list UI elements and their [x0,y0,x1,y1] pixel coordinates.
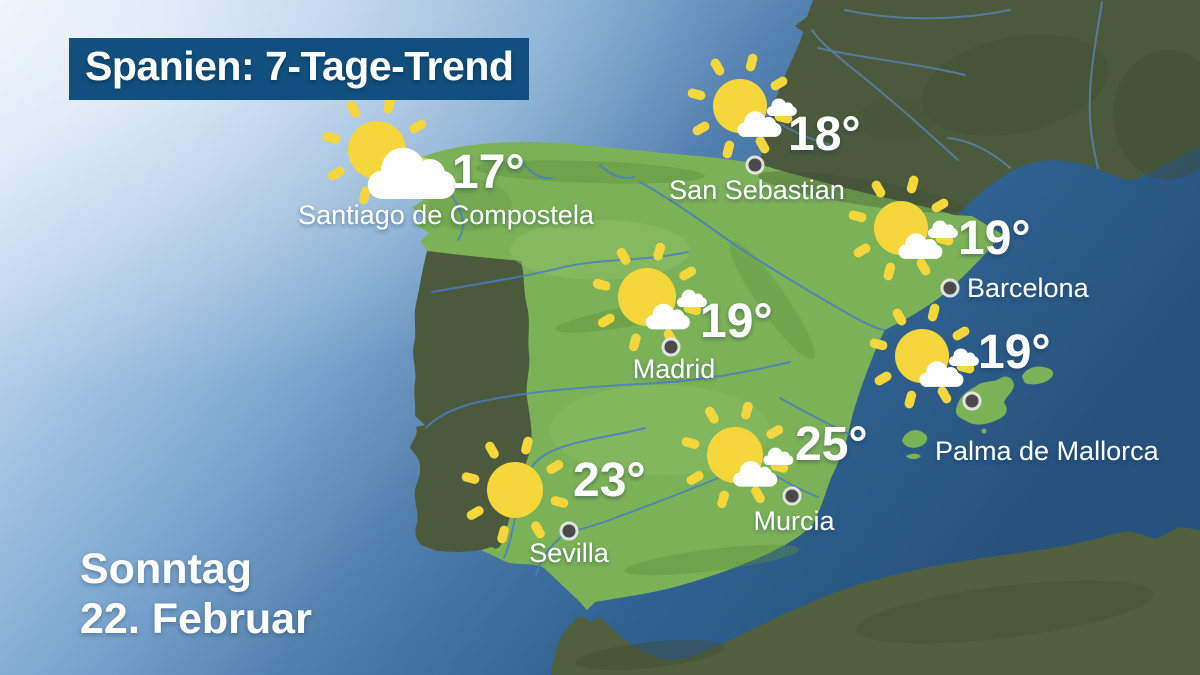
sun-clouds-icon [592,242,707,352]
city-marker [661,337,681,357]
city-marker [940,278,960,298]
date-value: 22. Februar [80,594,312,643]
city-marker [782,486,802,506]
title-banner: Spanien: 7-Tage-Trend [69,38,530,100]
city-weather: 23° Sevilla [461,436,646,568]
temperature-label: 19° [700,295,773,348]
city-name-label: Santiago de Compostela [298,200,595,230]
city-weather: 19° Palma de Mallorca [869,303,1160,466]
date-box: Sonntag 22. Februar [80,545,312,645]
city-weather: 17°Santiago de Compostela [298,95,595,230]
sun-big-cloud-icon [322,95,456,205]
city-name-label: Sevilla [529,538,610,568]
date-weekday: Sonntag [80,545,252,593]
terrain-relief [428,34,1200,671]
city-name-label: Palma de Mallorca [935,436,1160,466]
city-weather: 18° San Sebastian [669,53,861,205]
temperature-label: 23° [573,454,646,507]
sun-clouds-icon [687,53,797,159]
landmass-france [758,0,1200,218]
cities-layer: 17°Santiago de Compostela 18° San Sebastia… [298,53,1160,568]
landmass-africa [551,527,1200,675]
balearic-islands [902,366,1054,459]
temperature-label: 19° [978,326,1051,379]
temperature-label: 17° [452,146,525,199]
sun-clouds-icon [681,401,794,509]
city-marker [559,521,579,541]
city-name-label: San Sebastian [669,175,845,205]
temperature-label: 18° [788,108,861,161]
sun-clouds-icon [869,303,979,409]
city-name-label: Barcelona [967,273,1090,303]
temperature-label: 25° [795,418,868,471]
temperature-label: 19° [958,212,1031,265]
city-name-label: Murcia [753,506,835,536]
city-name-label: Madrid [633,354,716,384]
rivers [425,1,1103,576]
page-title: Spanien: 7-Tage-Trend [85,43,514,89]
city-marker [962,391,982,411]
city-weather: 19° Barcelona [848,175,1090,303]
sun-clouds-icon [848,175,958,281]
city-weather: 19° Madrid [592,242,773,384]
city-marker [745,155,765,175]
city-weather: 25° Murcia [681,401,868,536]
sunny-icon [461,436,569,544]
